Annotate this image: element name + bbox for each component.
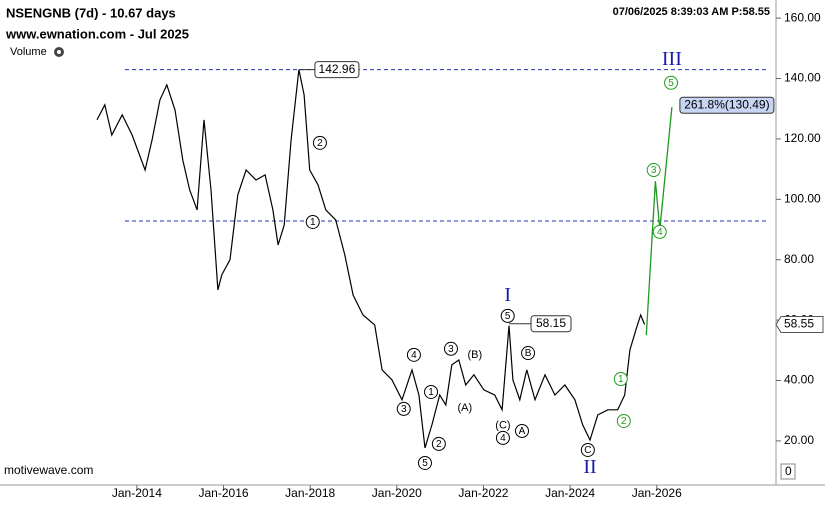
wave-circle [521, 346, 536, 361]
price-label-wave-i: 58.15 [536, 316, 566, 330]
wave-label: 2 [317, 138, 323, 149]
last-price: 58.55 [784, 317, 814, 331]
wave-label: (C) [495, 419, 510, 431]
wave-label: 3 [401, 404, 407, 415]
x-tick-label: Jan-2024 [545, 486, 595, 500]
projection-target: 261.8%(130.49) [684, 97, 769, 111]
wave-label: 4 [500, 433, 506, 444]
wave-label: C [584, 445, 591, 456]
y-tick-label: 80.00 [784, 252, 814, 266]
wave-circle [613, 372, 628, 387]
projection-target-box [679, 96, 775, 114]
wave-circle [616, 413, 631, 428]
wave-circle [424, 384, 439, 399]
wave-circle [652, 224, 667, 239]
y-tick-label: 20.00 [784, 433, 814, 447]
wave-circle [664, 75, 679, 90]
wave-label: 2 [621, 416, 627, 427]
price-label-high: 142.96 [319, 62, 356, 76]
x-tick-label: Jan-2026 [632, 486, 682, 500]
wave-label: 1 [618, 374, 624, 385]
price-line [96, 69, 646, 449]
wave-label: 3 [448, 344, 454, 355]
y-tick-label: 160.00 [784, 10, 821, 24]
wave-label: 3 [651, 165, 657, 176]
x-tick-label: Jan-2014 [112, 486, 162, 500]
wave-circle [406, 347, 421, 362]
timestamp: 07/06/2025 8:39:03 AM P:58.55 [613, 6, 770, 18]
wave-label: I [504, 284, 511, 306]
watermark: motivewave.com [4, 463, 93, 477]
wave-label: 5 [668, 78, 674, 89]
wave-circle [646, 163, 661, 178]
wave-label: II [583, 456, 596, 478]
x-tick-label: Jan-2020 [372, 486, 422, 500]
wave-label: 2 [436, 439, 442, 450]
y-tick-label: 140.00 [784, 71, 821, 85]
wave-circle [500, 308, 515, 323]
wave-label: 5 [505, 311, 511, 322]
y-tick-label: 100.00 [784, 191, 821, 205]
projection-line [645, 107, 673, 336]
wave-circle [443, 341, 458, 356]
wave-label: A [519, 426, 526, 437]
wave-circle [396, 401, 411, 416]
wave-label: 1 [428, 387, 434, 398]
y-tick-label: 120.00 [784, 131, 821, 145]
wave-circle [580, 442, 595, 457]
wave-label: 4 [411, 350, 417, 361]
wave-circle [312, 135, 327, 150]
last-price-tag [775, 315, 824, 333]
wave-label: (B) [467, 349, 482, 361]
y-tick-label: 40.00 [784, 373, 814, 387]
wave-circle [431, 436, 446, 451]
wave-label: 5 [422, 458, 428, 469]
wave-label: 4 [657, 227, 663, 238]
wave-circle [417, 455, 432, 470]
settings-icon[interactable] [54, 47, 64, 57]
chart-title: NSENGNB (7d) - 10.67 days [6, 5, 176, 20]
wave-circle [495, 430, 510, 445]
volume-label: Volume [10, 46, 47, 58]
x-tick-label: Jan-2022 [458, 486, 508, 500]
subtitle: www.ewnation.com - Jul 2025 [5, 26, 189, 41]
wave-label: (A) [457, 402, 472, 414]
wave-circle [515, 423, 530, 438]
wave-label: III [662, 48, 682, 70]
volume-tick-label: 0 [785, 464, 792, 478]
volume-tick-box [780, 463, 796, 480]
wave-label: B [525, 348, 532, 359]
wave-label: 1 [310, 217, 316, 228]
x-tick-label: Jan-2016 [199, 486, 249, 500]
x-tick-label: Jan-2018 [285, 486, 335, 500]
wave-circle [305, 214, 320, 229]
